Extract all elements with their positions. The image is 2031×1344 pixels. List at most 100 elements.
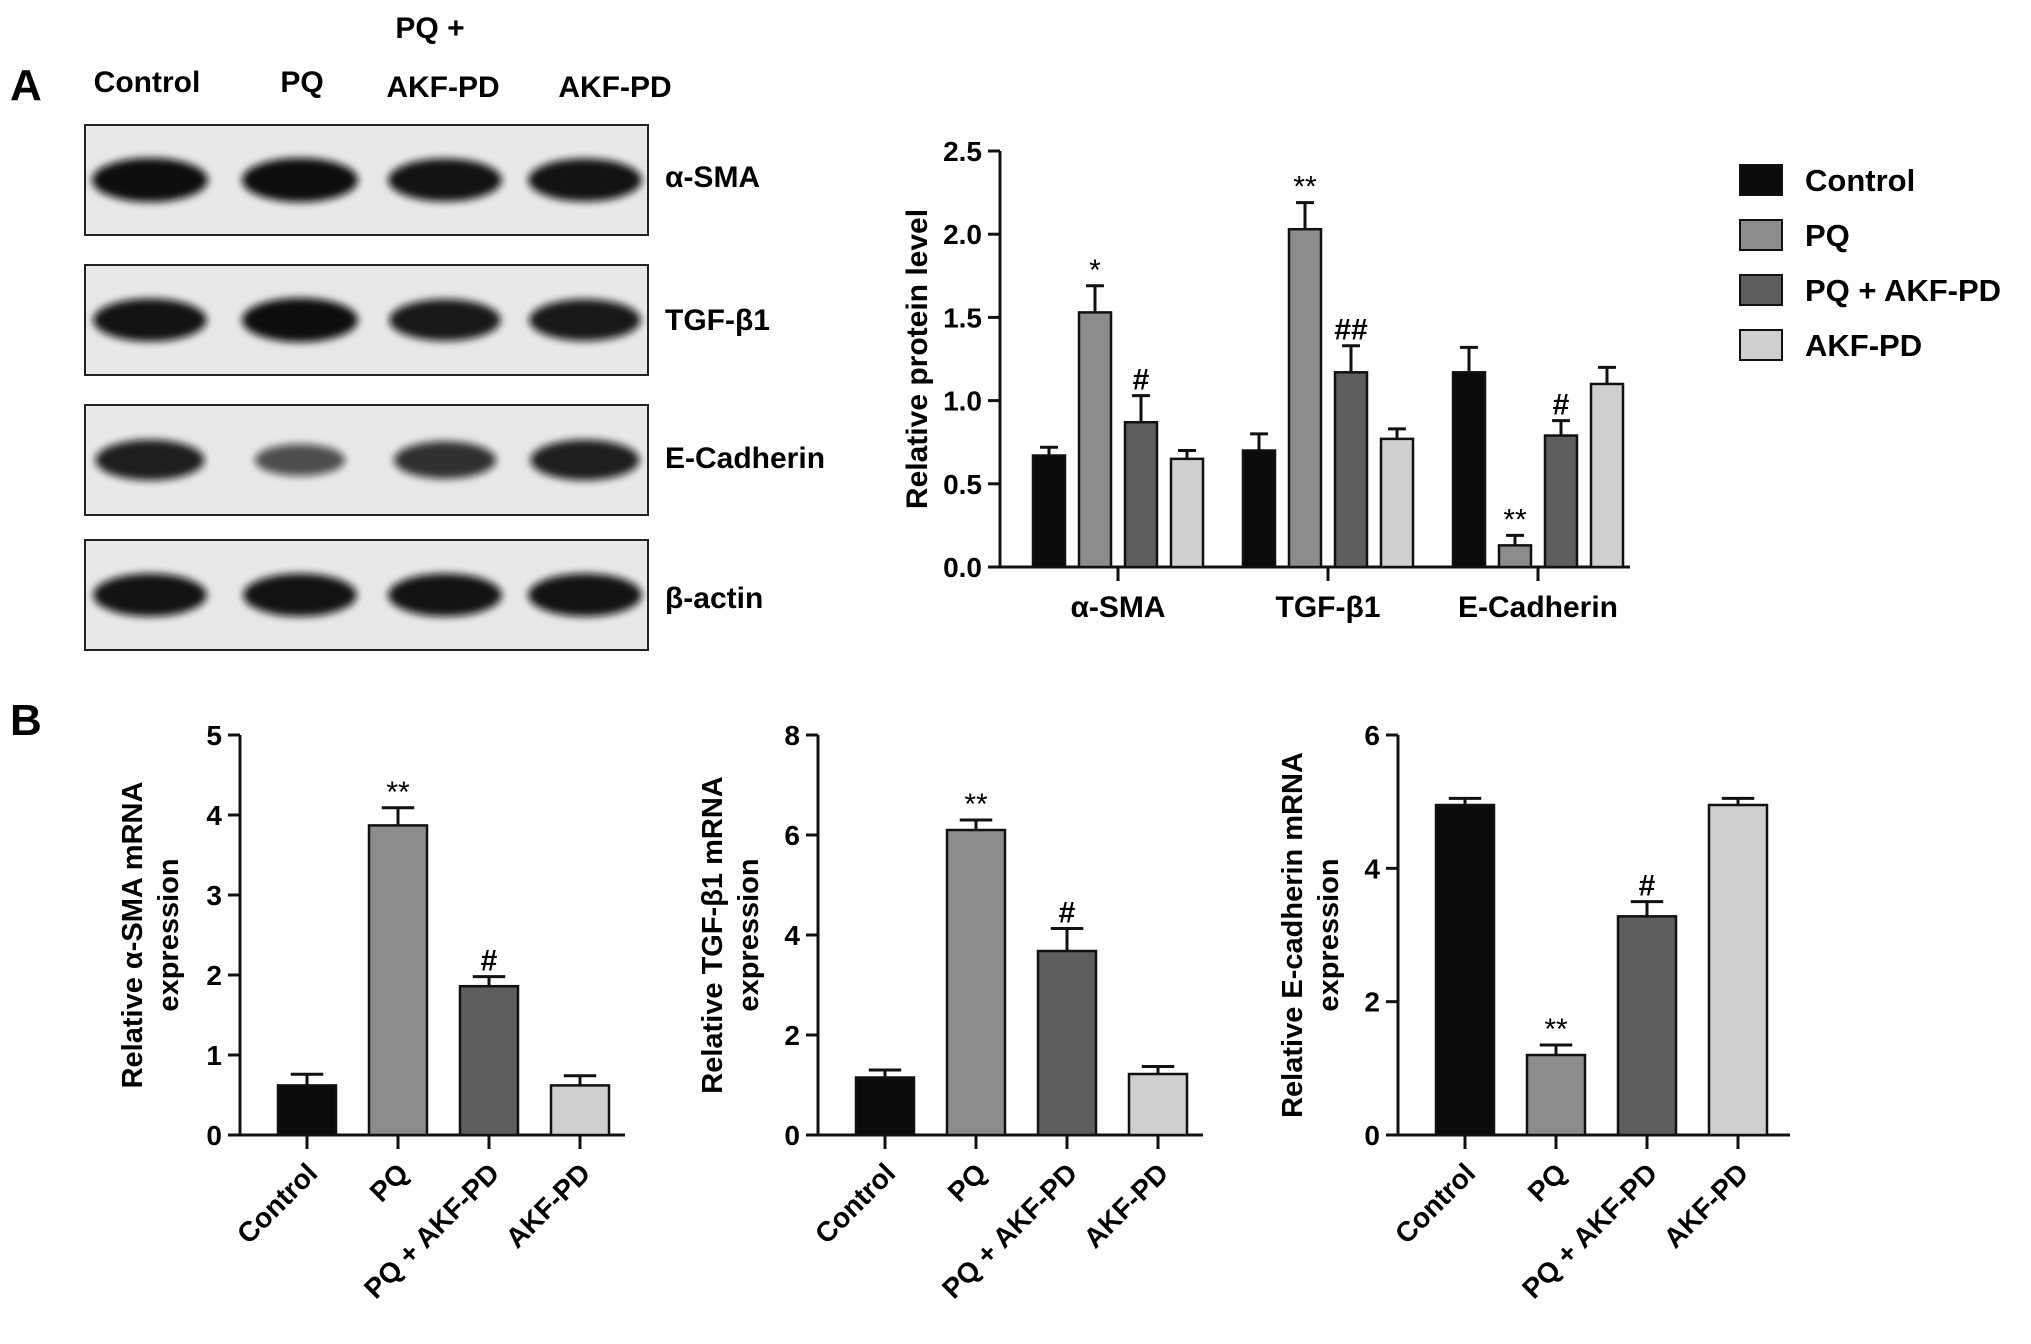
y-tick-label: 3 [206, 880, 222, 911]
blot-band [530, 439, 640, 481]
y-tick-label: 6 [784, 820, 800, 851]
significance-label: * [1089, 254, 1101, 287]
significance-label: ** [1503, 503, 1527, 536]
chart-asma-y-label-line2: expression [153, 858, 185, 1011]
significance-label: ## [1334, 314, 1368, 347]
bar [854, 1076, 916, 1137]
y-tick-label: 1 [206, 1040, 222, 1071]
y-tick-label: 1.0 [943, 386, 982, 417]
significance-label: # [481, 945, 498, 978]
y-tick-label: 8 [784, 720, 800, 751]
x-tick-label: PQ [364, 1157, 415, 1208]
x-tick-label: E-Cadherin [1458, 591, 1618, 624]
y-tick-label: 4 [784, 920, 800, 951]
blot-band [528, 158, 642, 202]
y-tick-label: 0.0 [943, 552, 982, 583]
blot-band [92, 158, 208, 202]
bar [1434, 803, 1496, 1137]
x-tick-label: AKF-PD [1078, 1157, 1175, 1254]
blot-band [388, 573, 502, 617]
bar [1077, 311, 1113, 569]
bar [1123, 420, 1159, 569]
x-tick-label: AKF-PD [1658, 1157, 1755, 1254]
chart-tgf-y-label-line1: Relative TGF-β1 mRNA [697, 776, 729, 1093]
panel-a-letter: A [10, 61, 42, 110]
bar [1241, 449, 1277, 569]
blot-label-asma: α-SMA [665, 161, 760, 194]
bar [276, 1084, 338, 1137]
blot-band [529, 299, 641, 341]
blot-band [95, 439, 205, 481]
significance-label: ** [964, 788, 988, 821]
significance-label: # [1639, 870, 1656, 903]
blot-band [243, 573, 357, 617]
bar [1127, 1072, 1189, 1137]
bar [1543, 434, 1579, 569]
y-tick-label: 2 [784, 1020, 800, 1051]
significance-label: # [1553, 389, 1570, 422]
bar [458, 984, 520, 1137]
y-tick-label: 6 [1364, 720, 1380, 751]
blot-band [254, 444, 346, 476]
blot-label-actin: β-actin [665, 582, 763, 615]
significance-label: # [1059, 897, 1076, 930]
y-tick-label: 0 [784, 1120, 800, 1151]
y-tick-label: 4 [206, 800, 222, 831]
bar [1036, 949, 1098, 1137]
legend-label: PQ + AKF-PD [1805, 273, 2001, 308]
significance-label: # [1133, 364, 1150, 397]
western-blot-group [84, 124, 649, 651]
significance-label: ** [386, 776, 410, 809]
blot-band [528, 573, 642, 617]
blot-band [389, 299, 501, 341]
blot-band [93, 573, 207, 617]
chart-ecad-y-label-line1: Relative E-cadherin mRNA [1277, 752, 1309, 1118]
y-tick-label: 0.5 [943, 469, 982, 500]
legend-label: Control [1805, 163, 1915, 198]
y-tick-label: 0 [206, 1120, 222, 1151]
legend-swatch [1739, 329, 1783, 361]
y-tick-label: 5 [206, 720, 222, 751]
bar [1616, 915, 1678, 1137]
bar [1497, 544, 1533, 569]
bar [1589, 382, 1625, 569]
y-tick-label: 2.5 [943, 136, 982, 167]
blot-band [93, 298, 207, 342]
bar [945, 828, 1007, 1137]
bar [1287, 227, 1323, 569]
lane-label-pq-akf: AKF-PD [386, 71, 499, 104]
protein-level-chart: 0.0 0.5 1.0 1.5 2.0 2.5 * # α-SMA ** ## TGF-β1 ** # E-… [901, 136, 1630, 624]
legend-swatch [1739, 274, 1783, 306]
y-tick-label: 4 [1364, 853, 1380, 884]
bar [1707, 803, 1769, 1137]
y-tick-label: 2 [1364, 987, 1380, 1018]
x-tick-label: PQ [942, 1157, 993, 1208]
blot-label-ecad: E-Cadherin [665, 442, 825, 475]
blot-band [242, 298, 358, 342]
x-tick-label: Control [1389, 1157, 1481, 1249]
significance-label: ** [1544, 1013, 1568, 1046]
x-tick-label: PQ [1522, 1157, 1573, 1208]
legend-label: AKF-PD [1805, 328, 1922, 363]
bar [549, 1084, 611, 1137]
chart-asma-y-label-line1: Relative α-SMA mRNA [117, 782, 149, 1089]
x-tick-label: AKF-PD [500, 1157, 597, 1254]
lane-label-pq: PQ [280, 66, 323, 99]
blot-band [242, 158, 358, 202]
significance-label: ** [1293, 171, 1317, 204]
lane-label-control: Control [94, 66, 201, 99]
x-tick-label: Control [809, 1157, 901, 1249]
bar [1525, 1053, 1587, 1137]
y-tick-label: 0 [1364, 1120, 1380, 1151]
x-tick-label: α-SMA [1070, 591, 1165, 624]
chart-tgf-y-label-line2: expression [733, 858, 765, 1011]
protein-y-label: Relative protein level [901, 209, 934, 509]
blot-band [388, 158, 502, 202]
bar [1169, 457, 1205, 569]
bar [1451, 371, 1487, 569]
y-tick-label: 2 [206, 960, 222, 991]
